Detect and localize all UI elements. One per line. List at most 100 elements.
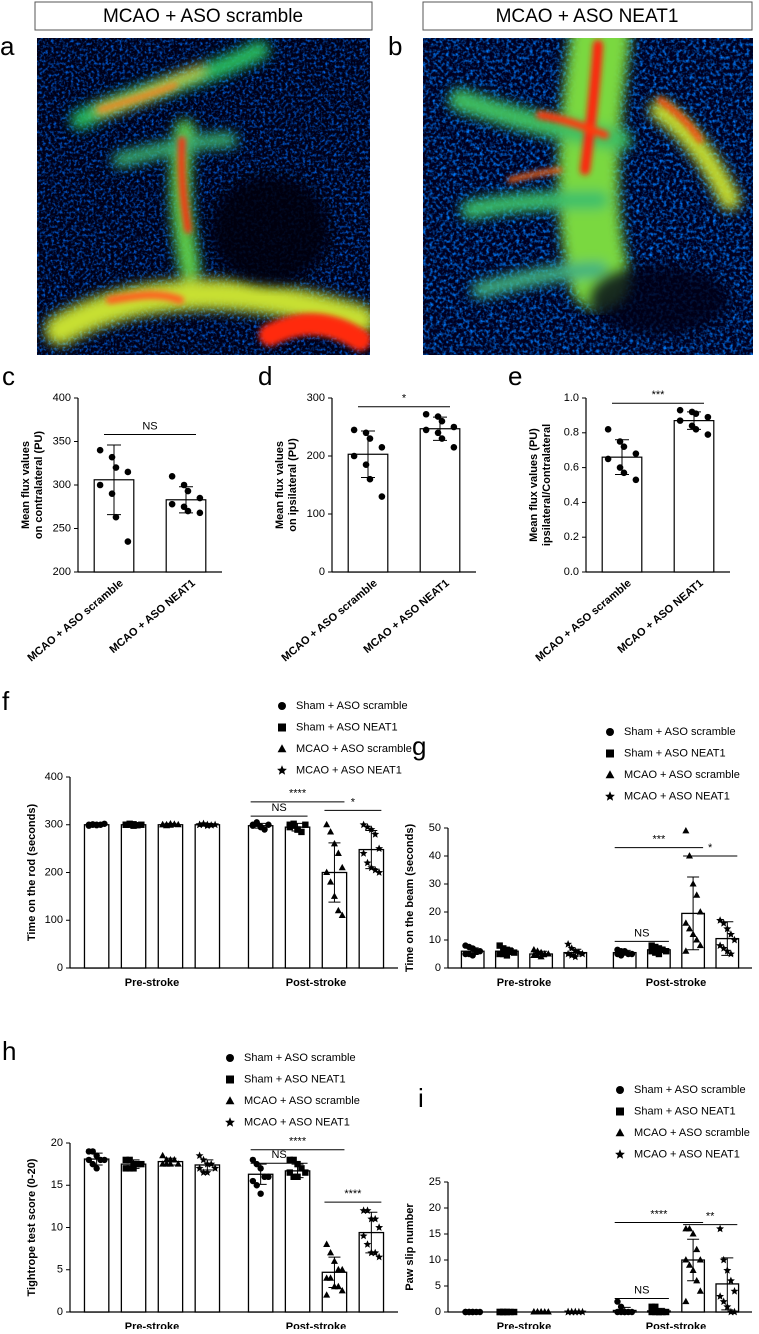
y-tick-label: 200 bbox=[45, 866, 63, 878]
x-tick-label: Post-stroke bbox=[286, 1321, 347, 1329]
legend-label: MCAO + ASO scramble bbox=[244, 1095, 360, 1107]
significance-label: *** bbox=[652, 389, 666, 401]
error-bar bbox=[254, 822, 267, 829]
legend-marker bbox=[615, 1128, 625, 1137]
data-point bbox=[159, 820, 167, 828]
y-tick-label: 25 bbox=[429, 1176, 441, 1188]
data-point bbox=[101, 1156, 108, 1164]
data-point bbox=[134, 822, 141, 829]
data-point bbox=[378, 493, 386, 500]
data-point bbox=[648, 1303, 655, 1310]
panel-letter: f bbox=[2, 686, 10, 716]
data-point bbox=[676, 406, 684, 414]
data-point bbox=[422, 410, 430, 418]
error-bar bbox=[618, 949, 631, 956]
y-tick-label: 40 bbox=[429, 850, 441, 862]
data-point bbox=[124, 538, 132, 545]
data-point bbox=[371, 1214, 380, 1223]
data-point bbox=[302, 821, 309, 828]
data-point bbox=[693, 1276, 701, 1284]
legend-marker bbox=[226, 1075, 234, 1084]
error-bar bbox=[127, 822, 140, 827]
error-bar bbox=[687, 876, 700, 951]
x-tick-label: Pre-stroke bbox=[497, 1321, 551, 1329]
data-point bbox=[96, 446, 104, 454]
data-point bbox=[676, 417, 684, 424]
data-point bbox=[359, 1231, 368, 1240]
data-point bbox=[338, 911, 346, 919]
error-bar bbox=[179, 486, 193, 514]
error-bar bbox=[687, 411, 701, 430]
y-tick-label: 300 bbox=[45, 819, 63, 831]
y-tick-label: 5 bbox=[57, 1264, 63, 1276]
data-point bbox=[375, 868, 384, 876]
y-tick-label: 0 bbox=[57, 1306, 63, 1318]
data-point bbox=[323, 1291, 331, 1298]
data-point bbox=[727, 930, 735, 938]
y-axis-label: Mean flux values bbox=[274, 441, 286, 529]
y-tick-label: 0.4 bbox=[564, 496, 579, 508]
data-point bbox=[682, 947, 690, 954]
legend-label: MCAO + ASO NEAT1 bbox=[634, 1148, 740, 1160]
x-tick-label: Post-stroke bbox=[646, 1321, 707, 1329]
error-bar bbox=[721, 921, 734, 956]
panel-letter: c bbox=[2, 361, 15, 391]
y-tick-label: 20 bbox=[429, 906, 441, 918]
error-bar bbox=[164, 1157, 177, 1166]
data-point bbox=[628, 1308, 636, 1316]
error-bar bbox=[201, 1159, 214, 1171]
data-point bbox=[496, 942, 503, 949]
x-tick-label: Post-stroke bbox=[646, 977, 707, 989]
data-point bbox=[350, 452, 358, 460]
legend-label: MCAO + ASO NEAT1 bbox=[296, 764, 402, 776]
data-point bbox=[730, 1287, 739, 1295]
y-tick-label: 15 bbox=[429, 1228, 441, 1240]
y-axis-label: on ipsilateral (PU) bbox=[287, 438, 299, 532]
legend-label: Sham + ASO NEAT1 bbox=[296, 721, 398, 733]
error-bar bbox=[652, 1307, 665, 1315]
data-point bbox=[719, 1297, 728, 1305]
data-point bbox=[327, 1249, 335, 1256]
data-point bbox=[334, 849, 342, 856]
data-point bbox=[544, 1308, 552, 1315]
data-point bbox=[503, 952, 511, 959]
error-bar bbox=[328, 1256, 341, 1288]
y-tick-label: 20 bbox=[429, 1202, 441, 1214]
data-point bbox=[476, 1308, 484, 1316]
data-point bbox=[170, 1156, 178, 1163]
data-point bbox=[138, 1160, 145, 1168]
legend-marker bbox=[616, 1086, 624, 1094]
data-point bbox=[450, 444, 458, 451]
y-tick-label: 200 bbox=[53, 566, 71, 578]
bar bbox=[284, 1170, 311, 1313]
data-point bbox=[174, 820, 182, 828]
data-point bbox=[196, 509, 204, 517]
data-point bbox=[89, 1160, 96, 1168]
data-point bbox=[617, 1303, 625, 1311]
legend-marker bbox=[605, 791, 615, 801]
panel-letter: h bbox=[2, 1036, 16, 1066]
significance-label: **** bbox=[650, 1208, 668, 1220]
legend-marker bbox=[606, 749, 614, 758]
y-tick-label: 200 bbox=[307, 450, 325, 462]
data-point bbox=[101, 820, 108, 827]
data-point bbox=[363, 858, 372, 867]
x-tick-label: Pre-stroke bbox=[125, 1321, 179, 1329]
significance-label: *** bbox=[652, 834, 666, 846]
bar bbox=[83, 1158, 110, 1313]
error-bar bbox=[90, 822, 103, 827]
data-point bbox=[510, 949, 518, 956]
y-tick-label: 0 bbox=[435, 1306, 441, 1318]
legend-label: Sham + ASO scramble bbox=[624, 726, 736, 738]
error-bar bbox=[433, 416, 447, 441]
data-point bbox=[662, 948, 670, 955]
data-point bbox=[350, 426, 358, 434]
error-bar bbox=[615, 439, 629, 476]
error-bar bbox=[652, 946, 665, 954]
data-point bbox=[298, 1165, 305, 1172]
data-point bbox=[323, 820, 331, 828]
data-point bbox=[422, 426, 430, 434]
data-point bbox=[203, 1168, 212, 1176]
data-point bbox=[302, 1169, 309, 1176]
